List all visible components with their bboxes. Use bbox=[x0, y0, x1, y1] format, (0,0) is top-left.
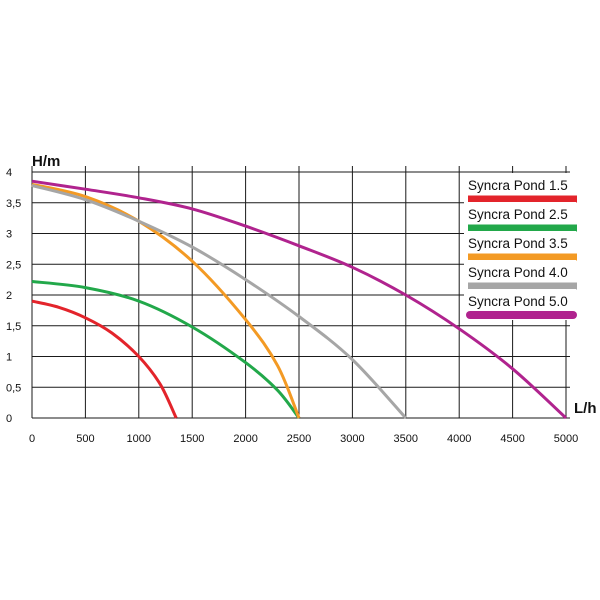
y-tick-label: 1,5 bbox=[6, 321, 21, 333]
y-axis-ticks: 0 0,5 1 1,5 2 2,5 3 3,5 4 bbox=[6, 167, 21, 425]
x-tick-label: 2500 bbox=[287, 433, 311, 445]
legend-label: Syncra Pond 4.0 bbox=[468, 265, 568, 280]
x-tick-label: 4500 bbox=[500, 433, 524, 445]
series-lines bbox=[31, 179, 568, 420]
y-tick-label: 3,5 bbox=[6, 198, 21, 210]
series-line-3 bbox=[31, 182, 301, 419]
series-line-5 bbox=[31, 179, 568, 420]
series-line-1 bbox=[31, 299, 178, 419]
x-tick-label: 3500 bbox=[394, 433, 418, 445]
x-axis-ticks: 0 500 1000 1500 2000 2500 3000 3500 4000 4500 5000 bbox=[29, 433, 578, 445]
y-axis-title: H/m bbox=[32, 153, 60, 170]
y-tick-label: 0 bbox=[6, 413, 12, 425]
y-tick-label: 1 bbox=[6, 352, 12, 364]
y-tick-label: 3 bbox=[6, 229, 12, 241]
x-tick-label: 2000 bbox=[233, 433, 257, 445]
x-tick-label: 500 bbox=[76, 433, 94, 445]
series-line-4 bbox=[31, 184, 407, 420]
x-tick-label: 5000 bbox=[554, 433, 578, 445]
legend-label: Syncra Pond 3.5 bbox=[468, 236, 568, 251]
y-tick-label: 0,5 bbox=[6, 382, 21, 394]
legend: Syncra Pond 1.5 Syncra Pond 2.5 Syncra Pon… bbox=[464, 173, 577, 320]
x-axis-title: L/h bbox=[574, 400, 597, 417]
x-tick-label: 0 bbox=[29, 433, 35, 445]
y-tick-label: 4 bbox=[6, 167, 12, 179]
legend-label: Syncra Pond 2.5 bbox=[468, 207, 568, 222]
x-tick-label: 1000 bbox=[127, 433, 151, 445]
y-tick-label: 2 bbox=[6, 290, 12, 302]
series-line-2 bbox=[31, 280, 301, 419]
x-tick-label: 1500 bbox=[180, 433, 204, 445]
x-tick-label: 4000 bbox=[447, 433, 471, 445]
x-tick-label: 3000 bbox=[340, 433, 364, 445]
legend-label: Syncra Pond 5.0 bbox=[468, 294, 568, 309]
y-tick-label: 2,5 bbox=[6, 259, 21, 271]
legend-label: Syncra Pond 1.5 bbox=[468, 178, 568, 193]
